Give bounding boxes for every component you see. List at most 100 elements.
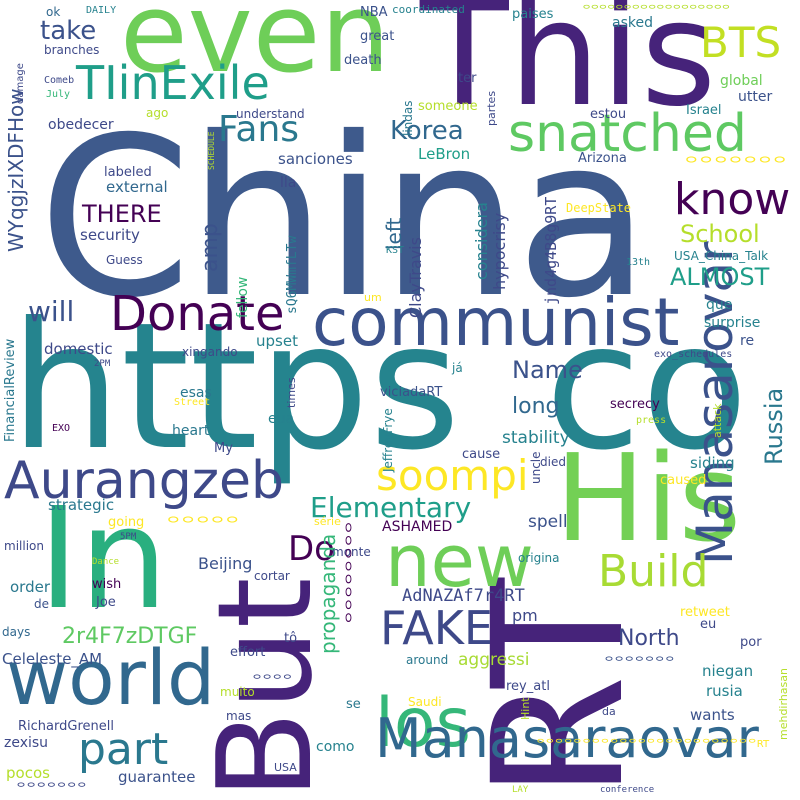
word: Hint — [519, 697, 532, 720]
word: por — [740, 635, 762, 650]
word: ok — [46, 5, 61, 19]
word: His — [555, 430, 742, 569]
word: niegan — [702, 662, 754, 680]
word: China — [38, 90, 650, 346]
word: Street — [174, 397, 211, 408]
cjk-word: ᄋᄋᄋᄋᄋᄋᄋ — [604, 655, 675, 668]
word: USA_China_Talk — [674, 249, 769, 263]
word: USA — [274, 761, 297, 774]
word: NBA — [360, 5, 388, 20]
word: part — [78, 724, 169, 775]
cjk-word: ᄋᄋᄋᄋᄋᄋᄋᄋᄋᄋᄋᄋᄋᄋᄋᄋᄋᄋᄋᄋᄋᄋᄋᄋRT — [536, 739, 770, 750]
word: wants — [690, 706, 735, 724]
word: LAY — [512, 785, 529, 795]
word: communist — [312, 284, 680, 361]
word: Build — [598, 546, 709, 597]
word: retweet — [680, 605, 730, 620]
word: co — [545, 286, 749, 489]
word: esas — [180, 385, 212, 401]
word: EXO — [52, 423, 71, 434]
word: um — [364, 291, 382, 304]
word: estou — [590, 107, 627, 122]
word: DAILY — [86, 5, 117, 16]
word: strategic — [48, 496, 115, 514]
word: North — [618, 626, 680, 651]
word: https — [10, 286, 461, 489]
word: série — [314, 515, 341, 528]
cjk-word: ᄋᄋᄋᄋ — [252, 673, 293, 686]
word: caused — [660, 473, 707, 488]
word: re — [740, 333, 755, 349]
word: died — [540, 455, 566, 469]
word: Celeleste_AM — [2, 650, 103, 668]
word: DeepState — [566, 201, 632, 215]
word: around — [406, 653, 449, 667]
word: partes — [485, 90, 498, 126]
word: zexisu — [4, 735, 49, 751]
word: heart — [172, 423, 210, 439]
word: conference — [600, 785, 655, 795]
word: security — [80, 226, 140, 244]
word: My — [214, 441, 233, 456]
word: Korea — [390, 116, 464, 146]
word: 5PM — [120, 532, 137, 542]
word: ALMOST — [670, 263, 770, 291]
word: sanciones — [278, 150, 353, 168]
word: Do — [288, 529, 335, 569]
word: pocos — [6, 764, 50, 782]
word: external — [106, 178, 168, 196]
word: Guess — [106, 253, 143, 267]
word: hypocrisy — [490, 212, 509, 290]
word: take — [40, 16, 97, 46]
word: snatched — [508, 104, 747, 164]
word: Arizona — [578, 151, 627, 166]
word: muito — [220, 685, 255, 699]
word: obedecer — [48, 117, 114, 133]
word: soompi — [376, 451, 529, 500]
word: TIinExile — [76, 56, 270, 110]
word: rusia — [706, 682, 743, 700]
cjk-word: ᄋᄋᄋᄋᄋ — [166, 514, 240, 533]
word: considera — [472, 202, 491, 280]
word: great — [360, 29, 395, 44]
word: understand — [236, 107, 305, 121]
word: someone — [418, 99, 478, 114]
word: 2PM — [94, 359, 111, 369]
word: AdNAZAf7r4RT — [402, 586, 525, 606]
word: days — [2, 625, 31, 639]
word: exo_schedules — [654, 349, 733, 360]
cjk-word: ᄋᄋᄋᄋᄋᄋᄋᄋᄋᄋᄋᄋᄋᄋᄋᄋᄋᄋ — [582, 5, 731, 16]
word: attack — [711, 403, 724, 438]
word: Aurangzeb — [4, 451, 285, 511]
word: 2r4F7zDTGF — [62, 624, 198, 649]
word: asked — [612, 15, 653, 31]
word: cortar — [254, 569, 290, 583]
word: School — [680, 220, 760, 248]
word: Donate — [110, 286, 285, 342]
word: Elementary — [310, 491, 472, 524]
word: July — [46, 89, 71, 100]
word: Dance — [92, 557, 120, 567]
word: se — [346, 697, 361, 712]
word: THERE — [82, 200, 162, 228]
word: já — [452, 361, 463, 375]
word: lla — [280, 175, 297, 191]
word: will — [28, 295, 75, 328]
word: FinancialReview — [3, 338, 18, 442]
word: even — [120, 0, 391, 97]
word: Fans — [218, 109, 300, 150]
word: know — [674, 174, 791, 225]
word: global — [720, 73, 763, 89]
word: labeled — [104, 165, 152, 180]
word: coordinated — [392, 3, 465, 16]
word: surprise — [704, 315, 761, 331]
word: de — [34, 597, 49, 611]
word: cause — [462, 447, 501, 462]
word: death — [344, 53, 382, 68]
word: ago — [146, 106, 169, 120]
word: Saudi — [408, 695, 442, 709]
word: pm — [512, 606, 538, 625]
word: xingando — [182, 345, 238, 359]
word: tô — [284, 631, 298, 646]
